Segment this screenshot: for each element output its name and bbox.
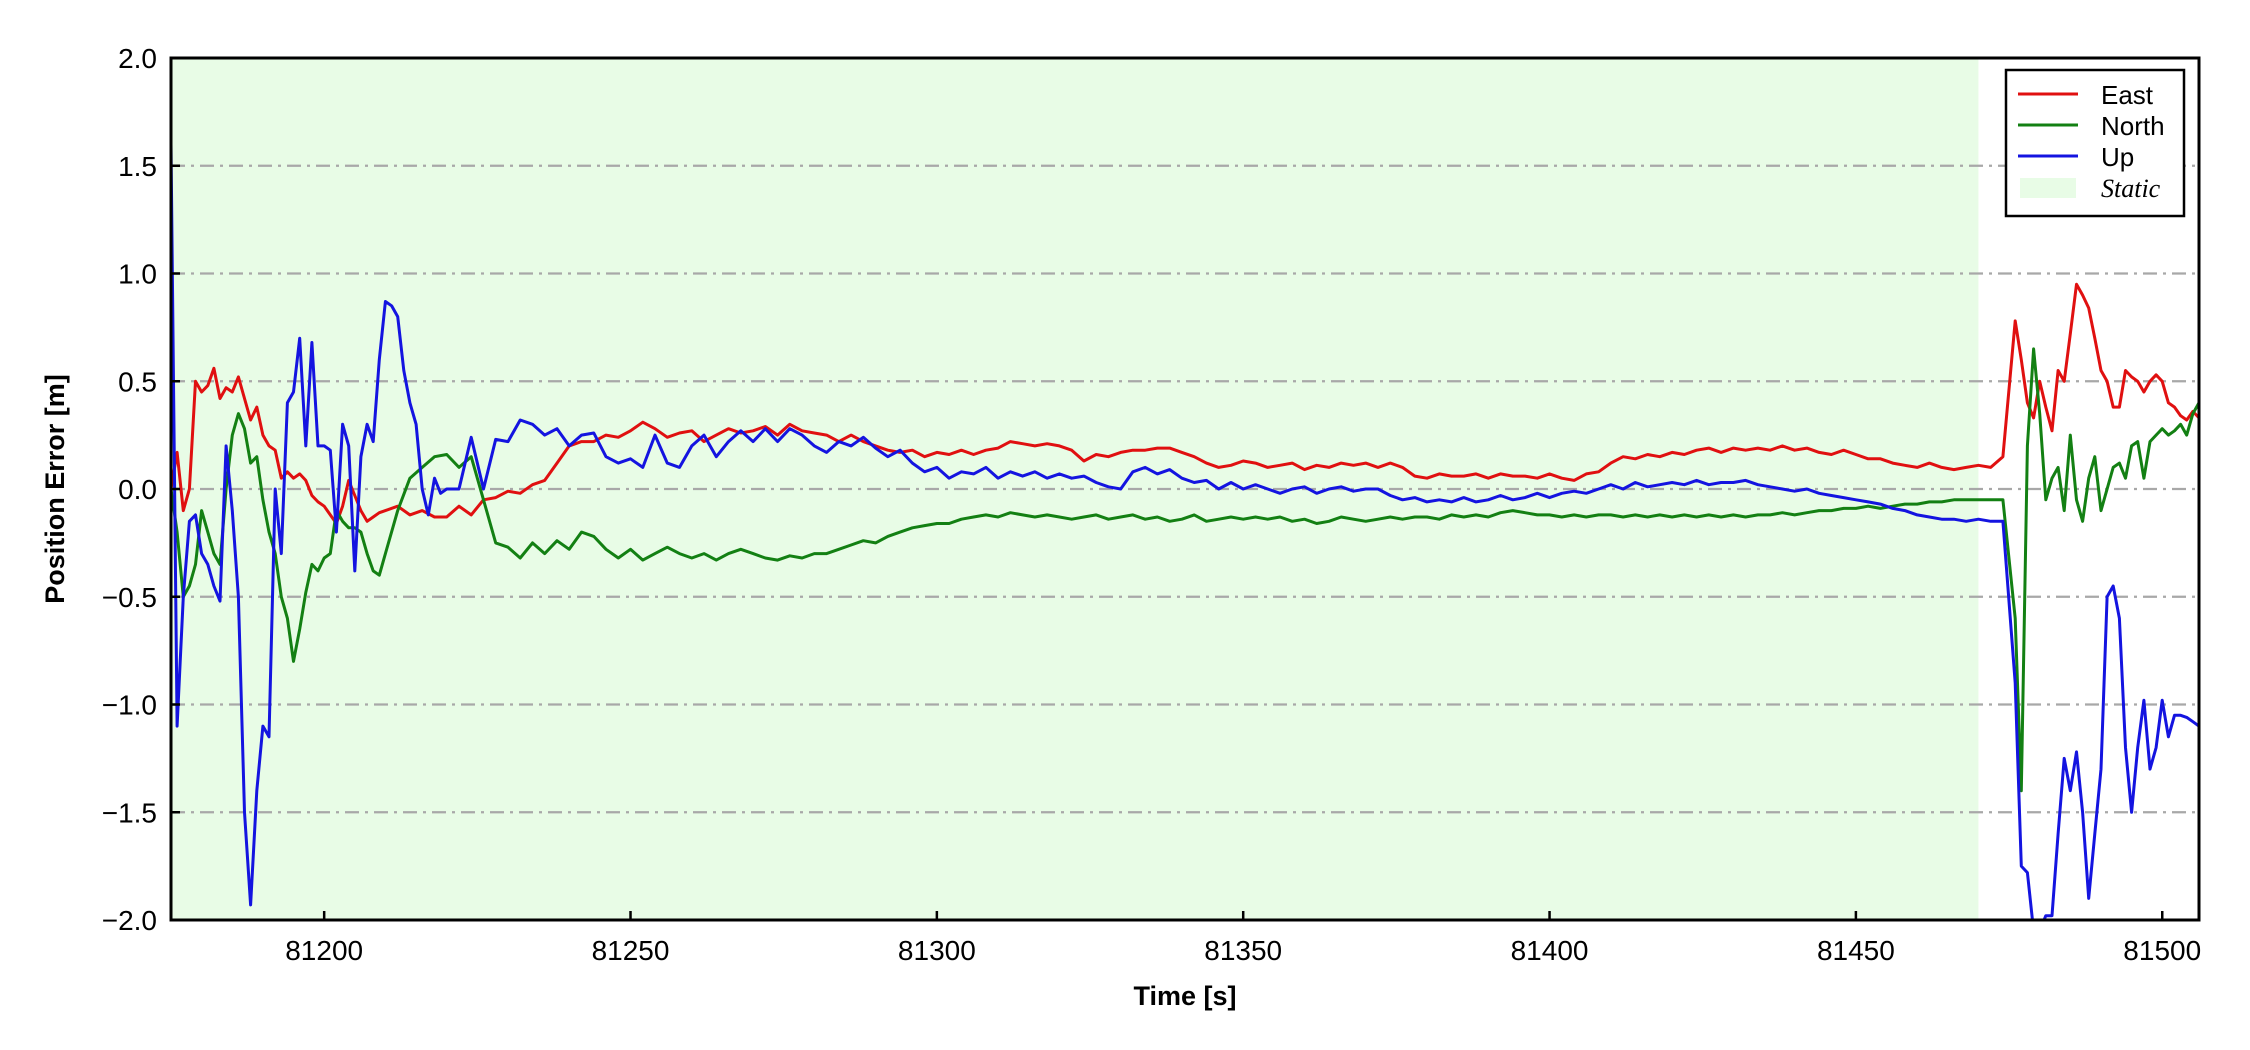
legend: East North Up Static <box>2004 68 2186 218</box>
x-axis: 81200 81250 81300 81350 81400 81450 81500 <box>285 911 2201 966</box>
legend-label-east: East <box>2101 80 2154 110</box>
series-line-east <box>171 282 2199 525</box>
series-line-up <box>171 144 2199 920</box>
x-tick-label: 81200 <box>285 935 363 966</box>
series-lines <box>171 144 2199 920</box>
y-axis-title: Position Error [m] <box>40 374 70 604</box>
series-line-north <box>171 347 2199 793</box>
x-tick-label: 81300 <box>898 935 976 966</box>
legend-label-up: Up <box>2101 142 2134 172</box>
y-tick-label: −0.5 <box>102 582 157 613</box>
y-axis: 2.0 1.5 1.0 0.5 0.0 −0.5 −1.0 −1.5 −2.0 <box>102 43 180 936</box>
y-tick-label: 2.0 <box>118 43 157 74</box>
y-tick-label: 0.5 <box>118 366 157 397</box>
y-tick-label: 1.5 <box>118 151 157 182</box>
grid-lines <box>171 164 2199 814</box>
legend-label-static: Static <box>2101 174 2161 203</box>
plot-area <box>171 58 2199 920</box>
y-tick-label: −1.5 <box>102 797 157 828</box>
x-tick-label: 81500 <box>2123 935 2201 966</box>
x-tick-label: 81450 <box>1817 935 1895 966</box>
y-tick-label: −2.0 <box>102 905 157 936</box>
y-tick-label: 0.0 <box>118 474 157 505</box>
y-tick-label: 1.0 <box>118 259 157 290</box>
x-tick-label: 81400 <box>1511 935 1589 966</box>
x-axis-title: Time [s] <box>1133 981 1236 1011</box>
x-tick-label: 81350 <box>1204 935 1282 966</box>
x-tick-label: 81250 <box>592 935 670 966</box>
y-tick-label: −1.0 <box>102 690 157 721</box>
legend-label-north: North <box>2101 111 2165 141</box>
legend-swatch-static <box>2020 178 2076 198</box>
